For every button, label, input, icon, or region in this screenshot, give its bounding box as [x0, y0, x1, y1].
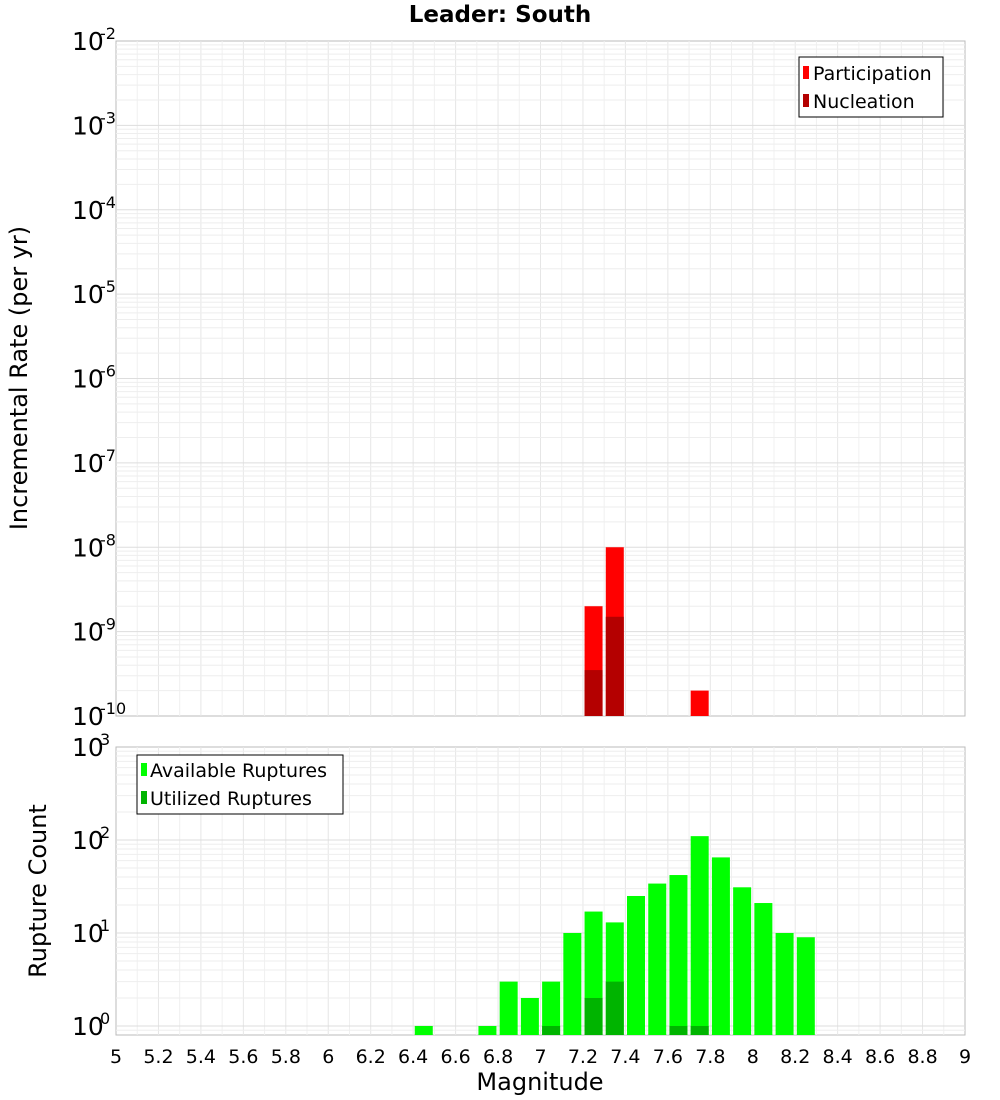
bar-utilized-ruptures [669, 1025, 688, 1035]
x-tick-label: 6.6 [440, 1046, 470, 1068]
legend-label-participation: Participation [813, 63, 932, 85]
legend-swatch-nucleation [803, 94, 809, 107]
legend-label-nucleation: Nucleation [813, 91, 915, 113]
x-tick-label: 7.2 [568, 1046, 598, 1068]
y-tick-label: 10 [72, 826, 104, 855]
y-tick-label: 10 [72, 280, 104, 309]
y-tick-label: 10 [72, 196, 104, 225]
legend-swatch-participation [803, 66, 809, 79]
top-y-tick-labels: 10-210-310-410-510-610-710-810-910-10 [72, 24, 126, 731]
x-axis-label: Magnitude [476, 1068, 603, 1096]
x-tick-label: 9 [959, 1046, 971, 1068]
x-tick-label: 5.4 [186, 1046, 216, 1068]
x-tick-label: 8.4 [823, 1046, 853, 1068]
bar-available-ruptures [627, 895, 646, 1035]
bar-utilized-ruptures [542, 1025, 561, 1035]
y-tick-exponent: 1 [100, 916, 110, 935]
x-tick-label: 6 [322, 1046, 334, 1068]
bar-available-ruptures [690, 836, 709, 1035]
bar-utilized-ruptures [584, 997, 603, 1035]
chart-title: Leader: South [409, 2, 592, 28]
bar-available-ruptures [796, 937, 815, 1035]
bar-available-ruptures [648, 883, 667, 1035]
y-tick-exponent: -8 [100, 530, 116, 549]
bar-available-ruptures [669, 875, 688, 1035]
y-tick-exponent: -6 [100, 362, 116, 381]
x-tick-label: 6.8 [483, 1046, 513, 1068]
y-tick-exponent: -3 [100, 108, 116, 127]
x-tick-label: 7.8 [695, 1046, 725, 1068]
bottom-bars [414, 836, 815, 1035]
bottom-y-axis-label: Rupture Count [24, 804, 52, 978]
x-tick-label: 5.2 [143, 1046, 173, 1068]
y-tick-exponent: -5 [100, 277, 116, 296]
legend-label-utilized-ruptures: Utilized Ruptures [150, 788, 312, 810]
bar-available-ruptures [478, 1025, 497, 1035]
y-tick-label: 10 [72, 702, 104, 731]
top-legend: Participation Nucleation [798, 56, 944, 118]
x-tick-label: 7 [534, 1046, 546, 1068]
top-bars [584, 547, 709, 716]
bar-available-ruptures [499, 981, 518, 1035]
y-tick-label: 10 [72, 111, 104, 140]
bottom-legend: Available Ruptures Utilized Ruptures [136, 754, 344, 815]
bar-available-ruptures [775, 932, 794, 1035]
y-tick-exponent: -9 [100, 615, 116, 634]
bar-nucleation [584, 670, 603, 716]
x-tick-label: 8 [747, 1046, 759, 1068]
x-tick-label: 5 [110, 1046, 122, 1068]
bar-available-ruptures [754, 903, 773, 1035]
bottom-legend-box [136, 754, 344, 815]
x-tick-label: 5.8 [271, 1046, 301, 1068]
y-tick-label: 10 [72, 449, 104, 478]
y-tick-label: 10 [72, 365, 104, 394]
bar-utilized-ruptures [690, 1025, 709, 1035]
x-tick-label: 7.6 [653, 1046, 683, 1068]
top-legend-box [798, 56, 944, 118]
bar-available-ruptures [711, 857, 730, 1035]
bar-available-ruptures [563, 932, 582, 1035]
top-gridlines [116, 41, 965, 716]
x-tick-label: 7.4 [610, 1046, 640, 1068]
top-y-axis-label: Incremental Rate (per yr) [5, 226, 33, 530]
bar-nucleation [605, 616, 624, 716]
y-tick-exponent: 3 [100, 730, 110, 749]
bar-available-ruptures [520, 997, 539, 1035]
legend-swatch-utilized-ruptures [141, 791, 147, 804]
bar-available-ruptures [733, 887, 752, 1035]
top-panel: 10-210-310-410-510-610-710-810-910-10 In… [5, 24, 966, 731]
y-tick-exponent: -10 [100, 699, 126, 718]
x-tick-label: 8.2 [780, 1046, 810, 1068]
y-tick-label: 10 [72, 919, 104, 948]
y-tick-label: 10 [72, 1012, 104, 1041]
legend-swatch-available-ruptures [141, 763, 147, 776]
bar-available-ruptures [414, 1025, 433, 1035]
x-tick-labels: 5 5.2 5.4 5.6 5.8 6 6.2 6.4 6.6 6.8 7 7.2 7.4 7.6 7.8 8… [110, 1046, 971, 1068]
y-tick-label: 10 [72, 27, 104, 56]
bar-participation [690, 690, 709, 716]
y-tick-exponent: 0 [100, 1009, 110, 1028]
x-tick-label: 8.8 [907, 1046, 937, 1068]
y-tick-label: 10 [72, 733, 104, 762]
bar-available-ruptures [542, 981, 561, 1035]
y-tick-exponent: -4 [100, 193, 116, 212]
y-tick-exponent: -2 [100, 24, 116, 43]
x-tick-label: 6.4 [398, 1046, 428, 1068]
legend-label-available-ruptures: Available Ruptures [150, 760, 327, 782]
y-tick-exponent: -7 [100, 446, 116, 465]
y-tick-label: 10 [72, 618, 104, 647]
bar-utilized-ruptures [605, 981, 624, 1035]
y-tick-exponent: 2 [100, 823, 110, 842]
y-tick-label: 10 [72, 533, 104, 562]
x-tick-label: 6.2 [356, 1046, 386, 1068]
x-tick-label: 8.6 [865, 1046, 895, 1068]
x-tick-label: 5.6 [228, 1046, 258, 1068]
